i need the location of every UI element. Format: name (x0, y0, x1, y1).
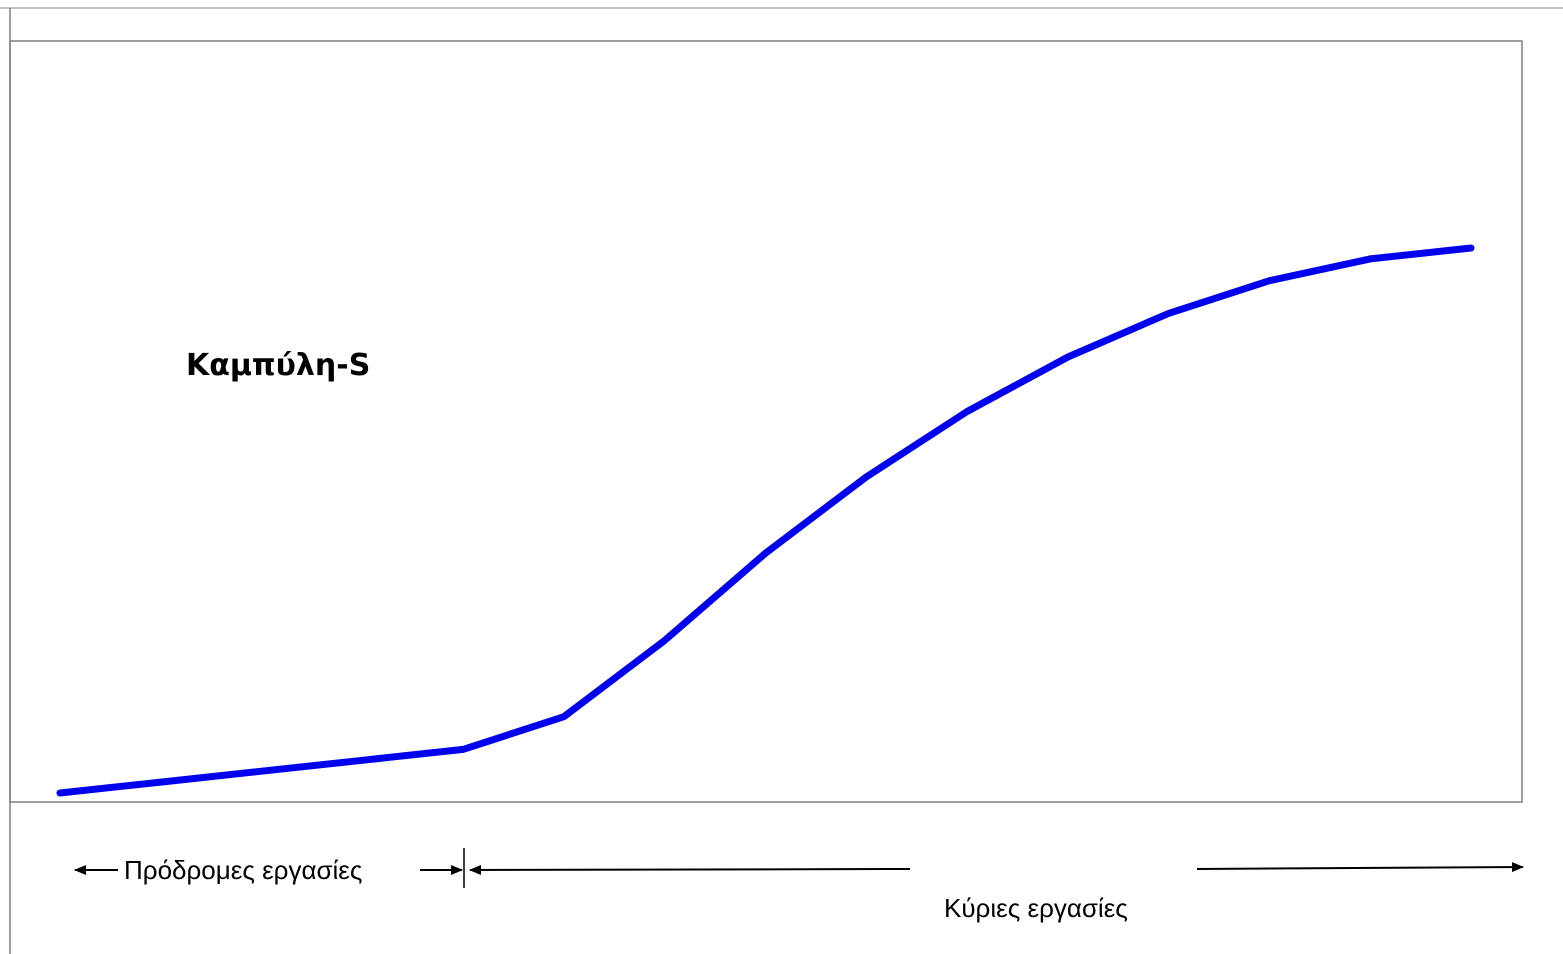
series-group (56, 244, 1475, 797)
phase-preliminary: Πρόδρομες εργασίες (74, 855, 463, 885)
phase-main-left-arrow (469, 864, 911, 875)
phase-preliminary-label: Πρόδρομες εργασίες (124, 855, 362, 885)
chart-title: Καμπύλη-S (186, 348, 370, 383)
phase-main: Κύριες εργασίες (469, 862, 1524, 923)
s-curve-line (56, 244, 1475, 797)
phase-main-right-arrow (1196, 862, 1524, 873)
plot-area (9, 40, 1523, 803)
phase-main-label: Κύριες εργασίες (944, 893, 1128, 923)
